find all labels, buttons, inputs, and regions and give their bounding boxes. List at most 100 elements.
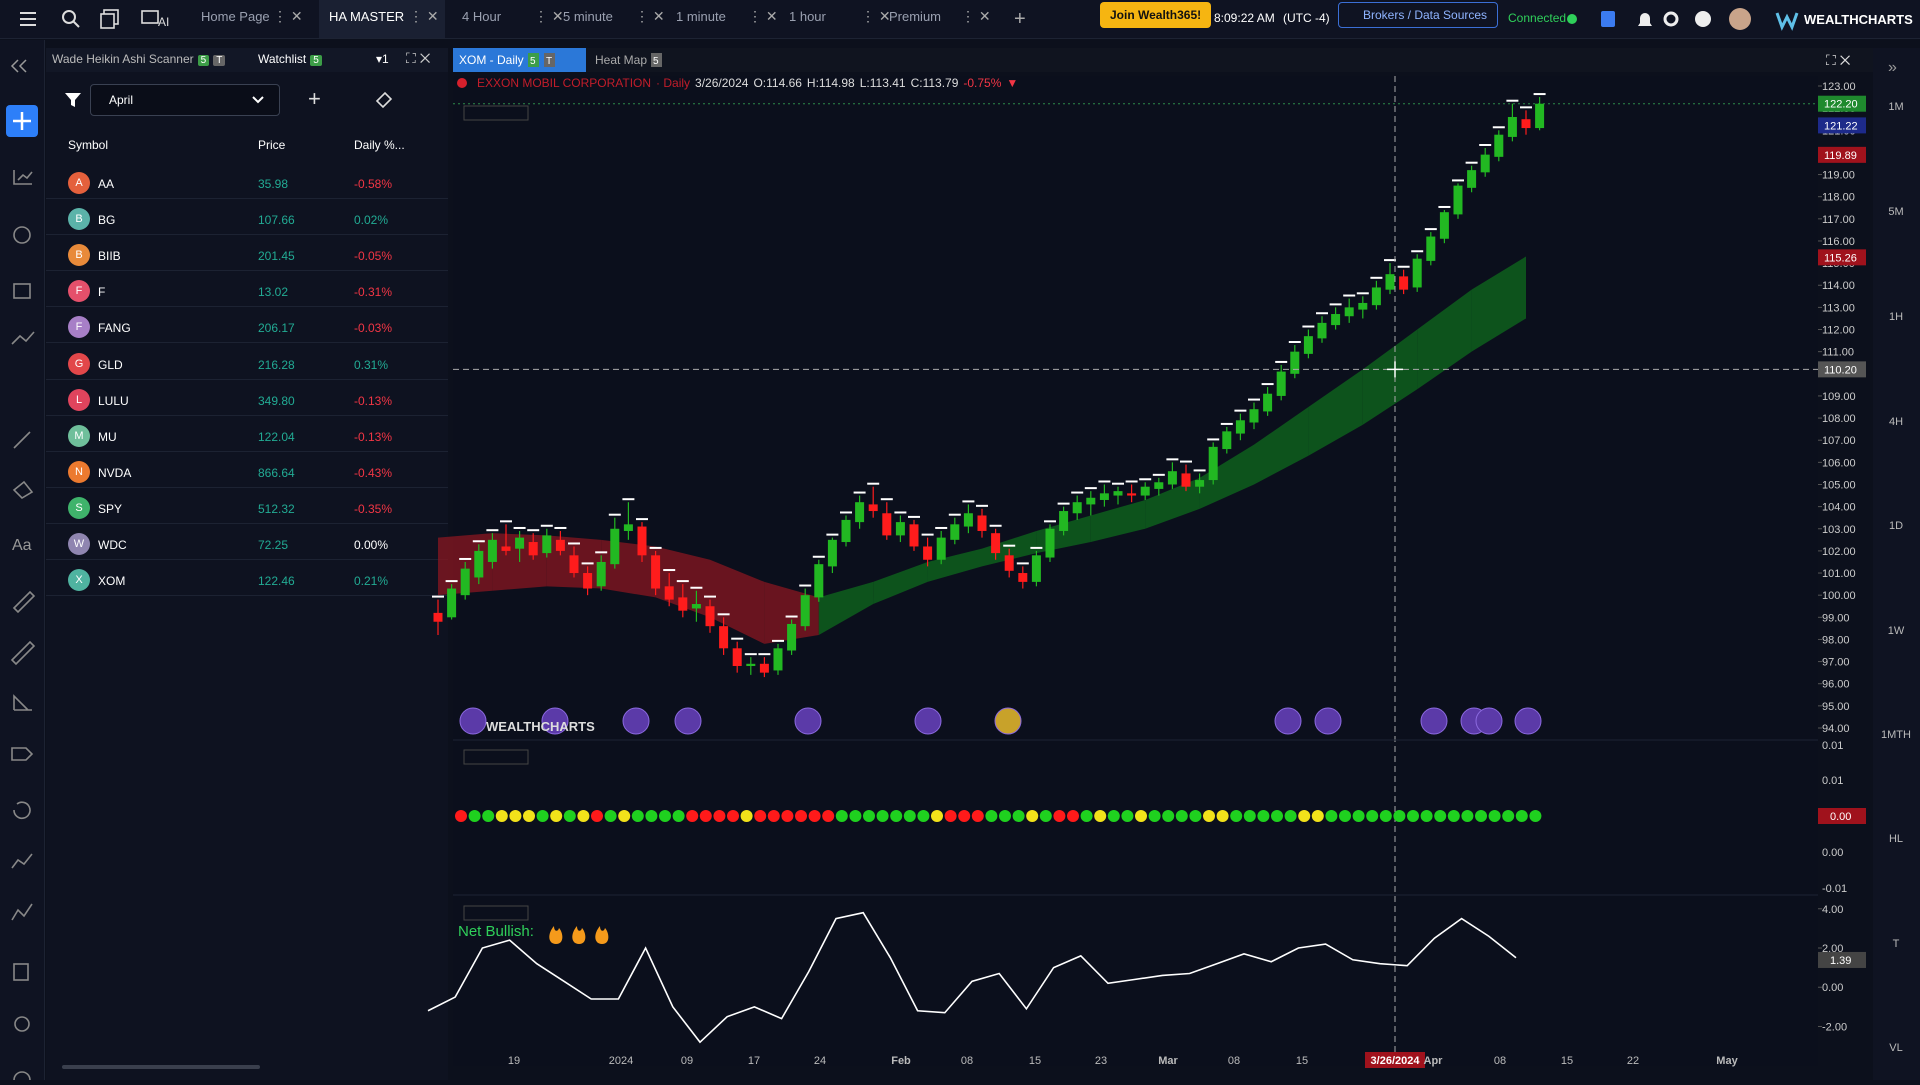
tab[interactable]: 4 Hour bbox=[462, 9, 502, 24]
signal-dot bbox=[604, 810, 617, 822]
timeframe[interactable]: 1MTH bbox=[1881, 729, 1911, 741]
filter-select[interactable]: April bbox=[90, 84, 280, 116]
osc-last-tag bbox=[1818, 951, 1866, 968]
timeframe[interactable]: HL bbox=[1889, 833, 1903, 845]
event-icon[interactable] bbox=[1314, 707, 1342, 735]
symbol-badge: B bbox=[68, 208, 90, 231]
scrollbar[interactable] bbox=[62, 1065, 260, 1069]
tab[interactable]: Premium bbox=[889, 9, 942, 24]
search-icon[interactable] bbox=[60, 8, 82, 30]
event-icon[interactable] bbox=[1475, 707, 1503, 735]
layout-icon[interactable] bbox=[100, 8, 122, 30]
timeframe[interactable]: T bbox=[1893, 938, 1900, 950]
event-icon[interactable] bbox=[994, 707, 1022, 735]
tab-close: ⋮ ✕ bbox=[961, 8, 991, 24]
timeframe[interactable]: 1D bbox=[1889, 520, 1903, 532]
chart-tab[interactable]: Heat Map bbox=[595, 53, 647, 67]
candle-body bbox=[596, 561, 606, 587]
clock: 8:09:22 AM bbox=[1214, 11, 1275, 25]
change: -0.05% bbox=[354, 249, 393, 264]
tab-label[interactable]: Wade Heikin Ashi Scanner bbox=[52, 52, 194, 66]
time-label: Feb bbox=[891, 1055, 911, 1067]
ai-icon[interactable] bbox=[140, 8, 162, 30]
legend-open: O:114.66 bbox=[753, 76, 802, 90]
candle-body bbox=[855, 502, 865, 523]
filter-value[interactable]: April bbox=[109, 93, 134, 107]
tab[interactable]: 1 hour bbox=[789, 9, 826, 24]
panel-controls[interactable] bbox=[463, 105, 529, 121]
panel-tab[interactable]: Wade Heikin Ashi Scanner 5 T bbox=[52, 52, 226, 66]
symbol-badge: X bbox=[68, 569, 90, 592]
candle-body bbox=[705, 606, 715, 627]
chevron[interactable] bbox=[251, 94, 265, 106]
event-icon[interactable] bbox=[622, 707, 650, 735]
timeframe[interactable]: 5M bbox=[1888, 206, 1903, 218]
signal-dot bbox=[631, 810, 644, 822]
tab-label[interactable]: Watchlist bbox=[258, 52, 307, 66]
signal-dot bbox=[1311, 810, 1324, 822]
timeframe[interactable]: 1W bbox=[1888, 625, 1905, 637]
text-tool[interactable]: Aa bbox=[12, 537, 32, 554]
event-icon[interactable] bbox=[794, 707, 822, 735]
symbol-badge: S bbox=[68, 496, 90, 519]
price: 349.80 bbox=[258, 393, 295, 408]
change: -0.31% bbox=[354, 285, 393, 300]
tool-icons[interactable] bbox=[0, 40, 44, 1085]
price-tag-label: 119.89 bbox=[1824, 150, 1857, 162]
candle-body bbox=[1072, 502, 1082, 514]
timeframe[interactable]: 4H bbox=[1889, 416, 1903, 428]
candle-body bbox=[474, 550, 484, 578]
crosshair-cursor bbox=[1387, 361, 1403, 378]
timeframe[interactable]: 1M bbox=[1888, 101, 1903, 113]
change: -0.03% bbox=[354, 321, 393, 336]
add-tab[interactable]: + bbox=[1014, 8, 1026, 30]
signal-dot bbox=[971, 810, 984, 822]
event-icon[interactable] bbox=[459, 707, 487, 735]
event-icon[interactable] bbox=[674, 707, 702, 735]
panel-tab[interactable]: Watchlist 5 bbox=[258, 52, 322, 66]
candle-body bbox=[1494, 134, 1504, 157]
event-icon[interactable] bbox=[1514, 707, 1542, 735]
brokers-button[interactable]: Brokers / Data Sources bbox=[1338, 2, 1499, 28]
panel-tabs: Wade Heikin Ashi Scanner 5 T Watchlist 5 ▾1… bbox=[46, 48, 448, 72]
candle-body bbox=[515, 537, 525, 549]
panel-controls[interactable] bbox=[463, 905, 529, 921]
filter-icon[interactable] bbox=[64, 91, 82, 109]
price-tag bbox=[1818, 95, 1866, 112]
event-icon[interactable] bbox=[1420, 707, 1448, 735]
chart-tab[interactable]: XOM - Daily bbox=[459, 53, 524, 67]
time-label: 08 bbox=[1494, 1055, 1506, 1067]
timeframe[interactable]: 1H bbox=[1889, 311, 1903, 323]
osc-tick-label: -2.00 bbox=[1822, 1021, 1847, 1033]
tab[interactable]: Home Page bbox=[201, 9, 270, 24]
panel-controls[interactable]: ⛶ ✕ bbox=[406, 50, 431, 66]
add-button[interactable]: + bbox=[308, 86, 321, 111]
erase-icon[interactable] bbox=[374, 90, 394, 110]
candle-body bbox=[1535, 103, 1545, 129]
candle-body bbox=[569, 555, 579, 574]
candle-body bbox=[1154, 482, 1164, 489]
toolbar-icons[interactable] bbox=[1598, 8, 1798, 32]
tab[interactable]: HA MASTER bbox=[329, 9, 405, 24]
candle-body bbox=[759, 663, 769, 673]
timeframe[interactable]: VL bbox=[1889, 1042, 1902, 1054]
menu-icon[interactable] bbox=[18, 9, 40, 29]
time-label: Mar bbox=[1158, 1055, 1178, 1067]
signal-dot bbox=[1026, 810, 1039, 822]
event-icon[interactable] bbox=[914, 707, 942, 735]
join-button[interactable]: Join Wealth365! bbox=[1100, 2, 1212, 28]
symbol-badge: G bbox=[68, 352, 90, 375]
badge bbox=[651, 53, 662, 67]
tab[interactable]: 5 minute bbox=[563, 9, 613, 24]
panel-controls[interactable] bbox=[463, 749, 529, 765]
price: 216.28 bbox=[258, 357, 295, 372]
event-icon[interactable] bbox=[1274, 707, 1302, 735]
ai-label[interactable]: AI bbox=[158, 15, 170, 29]
price-tag-label: 115.26 bbox=[1824, 252, 1857, 264]
link-group[interactable]: ▾1 bbox=[376, 52, 389, 66]
status-dot bbox=[1567, 14, 1577, 24]
tab[interactable]: 1 minute bbox=[676, 9, 726, 24]
signal-dot bbox=[1053, 810, 1066, 822]
event-icon[interactable] bbox=[541, 707, 569, 735]
symbol-badge: N bbox=[68, 460, 90, 483]
